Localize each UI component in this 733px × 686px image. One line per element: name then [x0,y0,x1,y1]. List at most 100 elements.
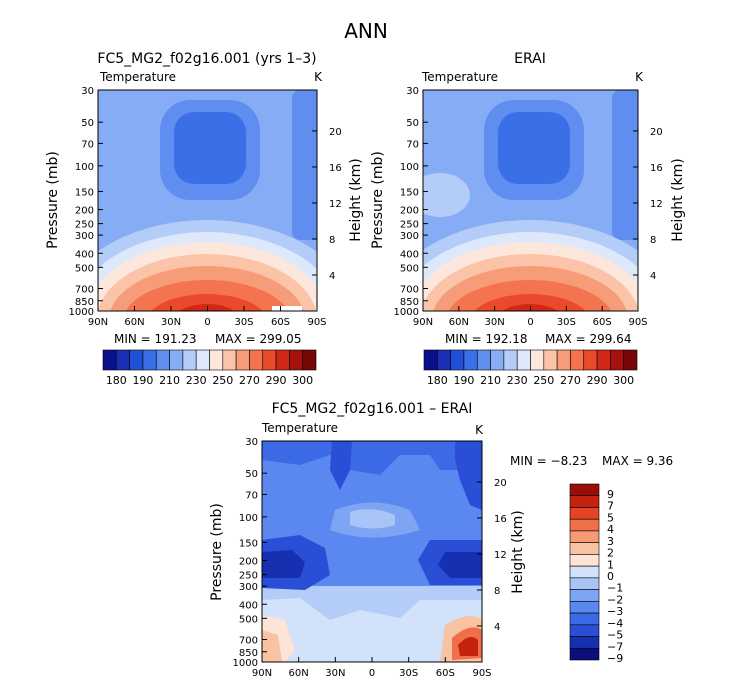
contour-field [98,90,317,311]
colorbar-swatch [610,349,624,371]
colorbar-swatch [543,349,558,371]
max-label: MAX = 9.36 [602,454,673,468]
y-tick-label: 250 [75,220,94,231]
contour-band [498,112,570,184]
x-tick-label: 90S [628,317,647,328]
colorbar-swatch [569,518,600,532]
colorbar-swatch [623,349,638,371]
colorbar-label: 190 [453,374,474,387]
colorbar-swatch [516,349,531,371]
y-tick-label: 100 [239,513,258,524]
y2-tick-label: 16 [494,514,507,525]
colorbar-swatch [235,349,250,371]
colorbar-label: 290 [587,374,608,387]
contour-band [330,441,352,490]
colorbar-label: −5 [607,629,623,642]
contour-band [612,90,638,240]
contour-band [438,552,482,578]
colorbar-label: 210 [480,374,501,387]
colorbar-swatch [169,349,184,371]
x-tick-label: 30S [399,668,418,679]
colorbar-swatch [569,636,600,649]
contour-band [458,636,478,656]
y-tick-label: 850 [75,297,94,308]
colorbar-swatch [583,349,598,371]
colorbar-swatch [423,349,438,371]
y-tick-label: 1000 [233,658,258,669]
colorbar-swatch [275,349,290,371]
x-tick-label: 90N [88,317,108,328]
colorbar-label: −1 [607,582,623,595]
panel-difference: FC5_MG2_f02g16.001 – ERAI Temperature K … [209,401,673,679]
colorbar-swatch [569,530,600,543]
colorbar-swatch [490,349,505,371]
x-tick-label: 60N [289,668,309,679]
y-tick-label: 70 [81,139,94,150]
units-label: K [635,70,644,84]
y2-tick-label: 8 [650,235,656,246]
colorbar-swatch [476,349,491,371]
x-tick-label: 60S [271,317,290,328]
x-tick-label: 90S [472,668,491,679]
variable-label: Temperature [421,70,498,84]
x-tick-label: 0 [369,668,375,679]
colorbar-swatch [569,483,600,497]
colorbar-label: −3 [607,605,623,618]
y2-tick-label: 4 [494,622,500,633]
x-tick-label: 0 [527,317,533,328]
colorbar-label: 300 [292,374,313,387]
colorbar-label: 300 [613,374,634,387]
y-tick-label: 30 [245,437,258,448]
y-tick-label: 150 [400,187,419,198]
colorbar-swatch [570,349,585,371]
y2-axis-label: Height (km) [510,510,526,593]
y-tick-label: 850 [239,648,258,659]
colorbar-label: 3 [607,535,614,548]
contour-band [262,550,305,578]
contour-band [262,441,482,475]
colorbar-label: 9 [607,488,614,501]
y-tick-label: 250 [239,571,258,582]
y-tick-label: 500 [75,263,94,274]
colorbar-label: 1 [607,558,614,571]
x-tick-label: 90N [252,668,272,679]
colorbar-label: −4 [607,617,623,630]
contour-band [423,173,470,217]
y-axis-label: Pressure (mb) [370,151,386,249]
colorbar-swatch [209,349,224,371]
y-tick-label: 30 [81,86,94,97]
colorbar-swatch [569,495,600,508]
y-tick-label: 250 [400,220,419,231]
x-tick-label: 30N [161,317,181,328]
contour-band [474,294,586,311]
colorbar-label: 5 [607,511,614,524]
x-tick-label: 0 [204,317,210,328]
colorbar-swatch [102,349,117,371]
y-tick-label: 400 [400,249,419,260]
colorbar-label: 7 [607,500,614,513]
colorbar-label: 190 [132,374,153,387]
colorbar-swatch [463,349,478,371]
units-label: K [475,423,484,437]
variable-label: Temperature [99,70,176,84]
panel-title: ERAI [514,51,546,67]
min-label: MIN = 192.18 [445,332,528,346]
y-tick-label: 100 [75,162,94,173]
colorbar-swatch [530,349,545,371]
contour-band [151,294,263,311]
y2-tick-label: 20 [650,127,663,138]
units-label: K [314,70,323,84]
x-tick-label: 60S [436,668,455,679]
colorbar-swatch [596,349,611,371]
y-tick-label: 70 [245,490,258,501]
contour-band [455,441,482,510]
contour-band [292,90,317,240]
colorbar-label: −9 [607,652,623,665]
contour-field [262,441,482,662]
y-tick-label: 1000 [394,307,419,318]
colorbar-label: 180 [106,374,127,387]
